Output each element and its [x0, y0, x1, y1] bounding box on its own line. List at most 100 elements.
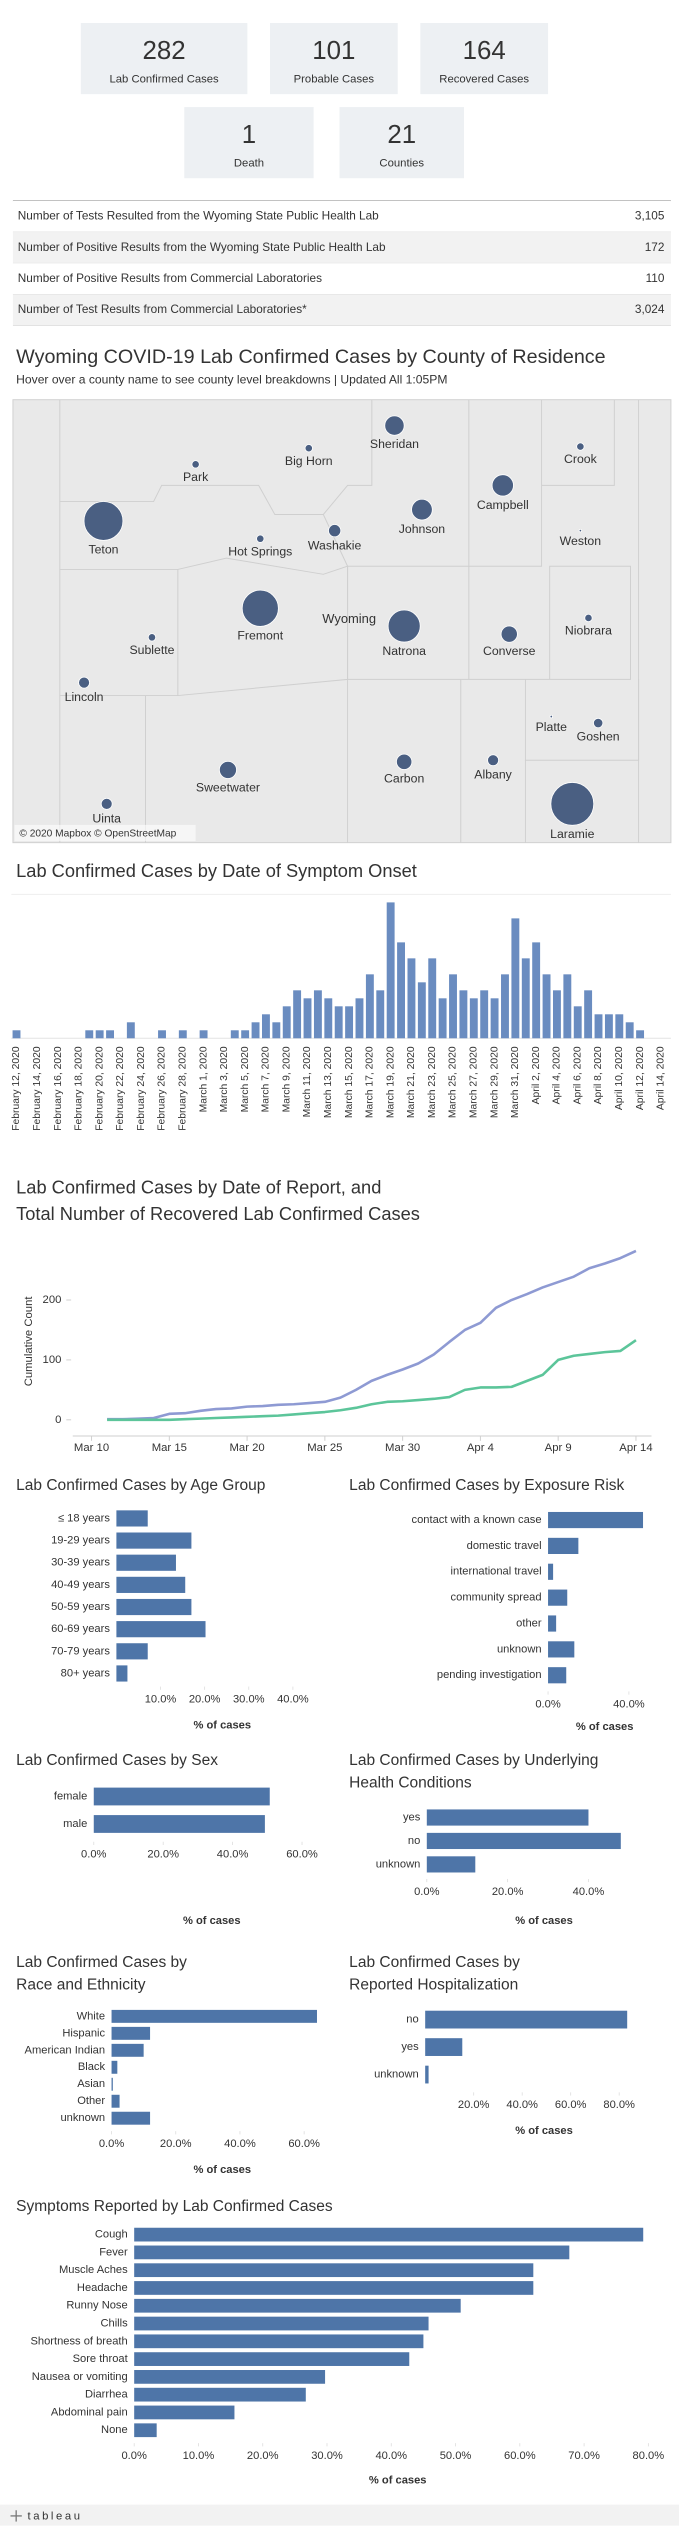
x-tick-label: Apr 9: [545, 1442, 572, 1454]
chart-title: Lab Confirmed Cases by Sex: [16, 1752, 218, 1769]
border: [59, 568, 179, 697]
x-tick-label: 30.0%: [233, 1693, 265, 1705]
bar: [85, 1030, 94, 1039]
county-bubble: [147, 633, 157, 642]
county-bubble: [584, 613, 593, 623]
bar: [134, 2263, 534, 2278]
bar: [386, 902, 395, 1039]
x-tick-label: Apr 14: [619, 1442, 652, 1454]
county-bubble: [550, 782, 595, 826]
county-bubble: [487, 754, 499, 767]
category-label: no: [406, 2014, 418, 2026]
bar: [116, 1665, 128, 1682]
x-tick-label: April 10, 2020: [614, 1046, 625, 1110]
x-tick-label: April 2, 2020: [531, 1046, 542, 1104]
x-tick-label: 10.0%: [145, 1693, 177, 1705]
table-row: [12, 294, 671, 326]
x-tick-label: February 20, 2020: [94, 1046, 105, 1131]
chart-title: Lab Confirmed Cases by Age Group: [16, 1477, 265, 1494]
county-label: Albany: [474, 768, 512, 782]
x-tick-label: 20.0%: [147, 1849, 179, 1861]
county-label: Big Horn: [285, 454, 333, 468]
table-label: Number of Tests Resulted from the Wyomin…: [18, 209, 379, 223]
bar: [116, 1576, 186, 1593]
bar: [261, 1014, 270, 1039]
county-label: Sheridan: [370, 437, 419, 451]
bar: [272, 1022, 281, 1039]
bar: [116, 1598, 192, 1616]
chart-title: Lab Confirmed Cases by Race and Ethnicit…: [16, 1954, 191, 1994]
x-tick-label: Mar 20: [230, 1442, 265, 1454]
county-bubble: [549, 714, 553, 719]
x-axis-label: % of cases: [576, 1721, 634, 1733]
category-label: no: [408, 1835, 420, 1847]
county-bubble: [304, 444, 313, 453]
kpi-card: [339, 107, 464, 179]
x-tick-label: 60.0%: [555, 2099, 587, 2111]
bar: [116, 1532, 192, 1549]
bar: [106, 1030, 114, 1039]
county-label: Goshen: [577, 730, 620, 744]
bar: [241, 1030, 250, 1039]
x-tick-label: 20.0%: [247, 2450, 279, 2462]
bar: [293, 990, 302, 1039]
x-tick-label: 0.0%: [535, 1698, 560, 1710]
x-tick-label: 0.0%: [81, 1849, 106, 1861]
x-tick-label: 40.0%: [375, 2450, 407, 2462]
table-value: 110: [646, 271, 665, 285]
bar: [365, 974, 374, 1039]
county-label: Washakie: [308, 539, 362, 553]
category-label: unknown: [497, 1643, 542, 1655]
kpi-label: Recovered Cases: [439, 74, 529, 86]
x-tick-label: February 26, 2020: [157, 1046, 168, 1131]
map-background: [12, 399, 672, 844]
chart-title: Lab Confirmed Cases by Date of Report, a…: [16, 1176, 420, 1223]
x-tick-label: 70.0%: [568, 2450, 600, 2462]
x-tick-label: Mar 30: [385, 1442, 420, 1454]
kpi-card: [269, 23, 398, 95]
kpi-label: Counties: [379, 158, 424, 170]
bar: [313, 990, 322, 1039]
border: [177, 557, 349, 697]
bar: [397, 942, 405, 1039]
bar: [355, 998, 364, 1039]
county-bubble: [500, 625, 518, 643]
bar: [511, 918, 520, 1039]
category-label: Nausea or vomiting: [32, 2371, 128, 2383]
category-label: Hispanic: [62, 2027, 105, 2039]
chart-title: Lab Confirmed Cases by Underlying Health…: [349, 1752, 603, 1792]
x-tick-label: 20.0%: [458, 2099, 490, 2111]
x-tick-label: March 11, 2020: [302, 1046, 313, 1117]
county-borders: [59, 399, 640, 843]
x-tick-label: 40.0%: [573, 1886, 605, 1898]
county-label: Fremont: [237, 628, 283, 642]
tableau-icon: [10, 2510, 22, 2522]
x-tick-label: 60.0%: [286, 1849, 318, 1861]
category-label: Black: [78, 2061, 106, 2073]
bar: [134, 2423, 157, 2438]
bar: [425, 2065, 429, 2084]
x-tick-label: 40.0%: [613, 1698, 645, 1710]
bar: [134, 2387, 306, 2402]
bar: [93, 1787, 270, 1806]
bar: [407, 958, 416, 1039]
bar: [426, 1809, 589, 1826]
bar: [426, 1832, 621, 1850]
x-axis-label: % of cases: [193, 2164, 251, 2176]
county-label: Platte: [536, 720, 568, 734]
bar: [111, 2060, 118, 2074]
x-axis-label: % of cases: [193, 1719, 251, 1731]
county-bubble: [328, 524, 342, 538]
county-label: Carbon: [384, 771, 424, 785]
bar: [111, 2009, 317, 2023]
bar: [251, 1022, 260, 1039]
x-tick-label: 40.0%: [217, 1849, 249, 1861]
category-label: White: [77, 2010, 105, 2022]
category-label: 60-69 years: [51, 1623, 110, 1635]
table-value: 3,105: [635, 209, 665, 223]
category-label: None: [101, 2424, 128, 2436]
category-label: Muscle Aches: [59, 2264, 128, 2276]
county-bubble: [593, 717, 604, 729]
y-tick-label: 100: [43, 1354, 62, 1366]
category-label: domestic travel: [467, 1540, 542, 1552]
